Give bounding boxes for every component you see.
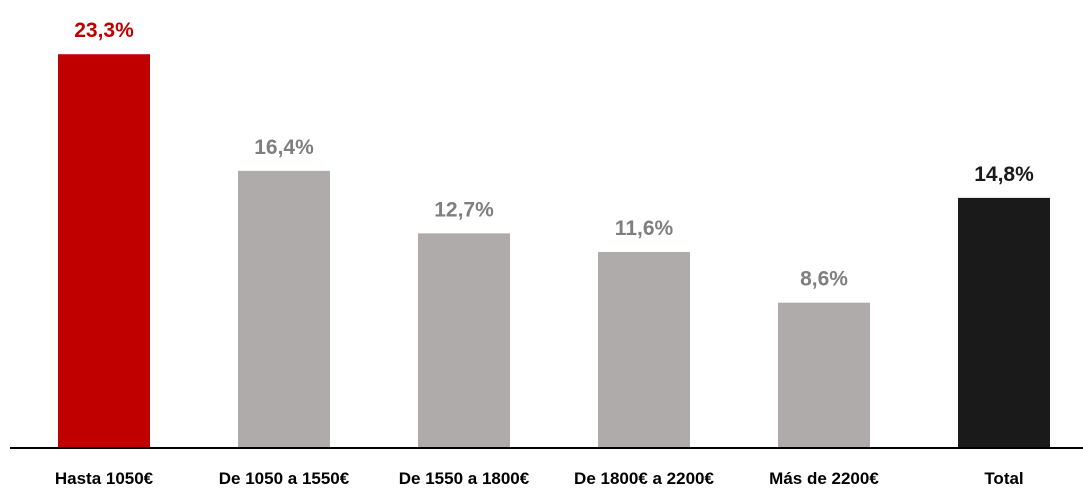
- bar-de-1050-a-1550: [238, 170, 330, 448]
- bar-hasta-1050: [58, 54, 150, 448]
- bars-group: [58, 54, 1050, 448]
- value-label-de-1800-a-2200: 11,6%: [615, 217, 674, 240]
- bar-de-1550-a-1800: [418, 233, 510, 448]
- value-label-de-1550-a-1800: 12,7%: [434, 198, 494, 221]
- value-labels-group: 23,3% 16,4% 12,7% 11,6% 8,6% 14,8%: [74, 19, 1034, 290]
- bar-total: [958, 197, 1050, 448]
- value-label-mas-de-2200: 8,6%: [800, 268, 848, 291]
- bar-de-1800-a-2200: [598, 251, 690, 448]
- category-label-de-1050-a-1550: De 1050 a 1550€: [219, 469, 350, 488]
- value-label-hasta-1050: 23,3%: [74, 19, 134, 42]
- category-label-de-1550-a-1800: De 1550 a 1800€: [399, 469, 530, 488]
- category-labels-group: Hasta 1050€ De 1050 a 1550€ De 1550 a 1800…: [55, 469, 1024, 488]
- value-label-total: 14,8%: [974, 163, 1034, 186]
- category-label-total: Total: [984, 469, 1023, 488]
- value-label-de-1050-a-1550: 16,4%: [254, 136, 314, 159]
- category-label-mas-de-2200: Más de 2200€: [769, 469, 879, 488]
- bar-mas-de-2200: [778, 302, 870, 448]
- category-label-hasta-1050: Hasta 1050€: [55, 469, 154, 488]
- category-label-de-1800-a-2200: De 1800€ a 2200€: [574, 469, 714, 488]
